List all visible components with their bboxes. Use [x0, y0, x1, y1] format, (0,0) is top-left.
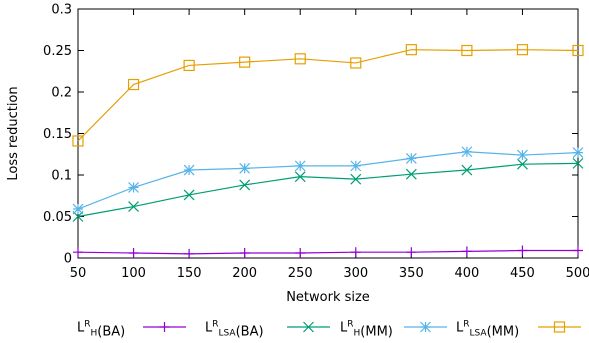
- data-point: [405, 44, 417, 56]
- data-point: [572, 44, 584, 57]
- x-tick-label: 200: [232, 266, 257, 281]
- x-tick-label: 100: [121, 266, 146, 281]
- data-point: [350, 160, 362, 172]
- x-axis-title: Network size: [286, 290, 370, 305]
- legend-item: LRLSA(MM): [456, 320, 581, 340]
- series-line: [77, 162, 579, 218]
- data-point: [184, 248, 195, 259]
- data-point: [128, 182, 139, 193]
- data-point: [572, 147, 584, 159]
- data-point: [517, 149, 528, 161]
- data-point: [183, 189, 195, 201]
- legend-marker: [553, 321, 566, 333]
- x-tick-label: 450: [510, 266, 535, 281]
- data-point: [295, 248, 306, 259]
- legend-label: LRLSA(MM): [456, 320, 519, 340]
- data-point: [350, 173, 362, 185]
- y-tick-label: 0.3: [51, 3, 72, 18]
- data-point: [72, 203, 84, 215]
- y-tick-label: 0.25: [43, 44, 72, 59]
- data-point: [72, 135, 84, 147]
- x-tick-label: 400: [454, 266, 479, 281]
- x-tick-label: 350: [399, 266, 424, 281]
- data-point: [461, 44, 473, 57]
- data-point: [294, 171, 306, 183]
- legend-item: LRH(MM): [340, 320, 447, 340]
- data-point: [350, 57, 362, 69]
- x-tick-label: 500: [566, 266, 589, 281]
- data-point: [406, 247, 417, 258]
- data-point: [405, 152, 417, 164]
- legend-label: LRH(MM): [340, 320, 393, 340]
- tick-marks: [77, 8, 579, 259]
- x-tick-label: 250: [288, 266, 313, 281]
- data-point: [239, 162, 251, 174]
- legend-marker: [159, 322, 170, 332]
- data-point: [128, 201, 139, 212]
- data-point: [461, 164, 473, 176]
- y-axis-title: Loss reduction: [6, 86, 21, 180]
- x-tick-label: 300: [343, 266, 368, 281]
- y-tick-label: 0.2: [51, 86, 72, 101]
- legend-label: LRH(BA): [77, 320, 125, 340]
- data-point: [183, 164, 195, 176]
- legend: LRH(BA) LRLSA(BA) LRH(MM) LRLSA(MM): [77, 320, 581, 340]
- legend-item: LRH(BA): [77, 320, 186, 340]
- series-line: [77, 249, 578, 255]
- series-3: [72, 146, 584, 215]
- data-point: [239, 179, 251, 191]
- data-point: [294, 53, 306, 65]
- data-point: [573, 245, 583, 256]
- series-4: [72, 44, 584, 147]
- plot-frame: [77, 8, 579, 259]
- data-point: [183, 59, 195, 72]
- data-point: [461, 246, 472, 257]
- legend-item: LRLSA(BA): [205, 320, 330, 340]
- data-point: [239, 248, 250, 259]
- series-line: [77, 151, 579, 210]
- data-point: [572, 157, 584, 169]
- data-point: [517, 245, 528, 256]
- y-tick-label: 0.15: [43, 127, 72, 142]
- data-point: [517, 158, 528, 170]
- data-point: [73, 247, 83, 258]
- series-line: [77, 49, 579, 142]
- y-tick-label: 0: [64, 252, 72, 267]
- data-point: [294, 160, 306, 172]
- data-point: [461, 146, 473, 158]
- x-tick-label: 50: [70, 266, 87, 281]
- x-tick-label: 150: [177, 266, 202, 281]
- series-1: [73, 245, 583, 259]
- data-point: [516, 44, 529, 56]
- data-point: [128, 248, 139, 259]
- legend-marker: [420, 321, 431, 333]
- data-point: [239, 56, 251, 68]
- legend-label: LRLSA(BA): [205, 320, 264, 340]
- data-point: [405, 168, 417, 180]
- data-point: [350, 247, 361, 258]
- series-2: [72, 157, 584, 222]
- data-point: [127, 78, 140, 91]
- series-layer: [72, 44, 584, 259]
- y-tick-label: 0.1: [51, 169, 72, 184]
- y-tick-label: 0.05: [43, 210, 72, 225]
- legend-marker: [303, 321, 314, 333]
